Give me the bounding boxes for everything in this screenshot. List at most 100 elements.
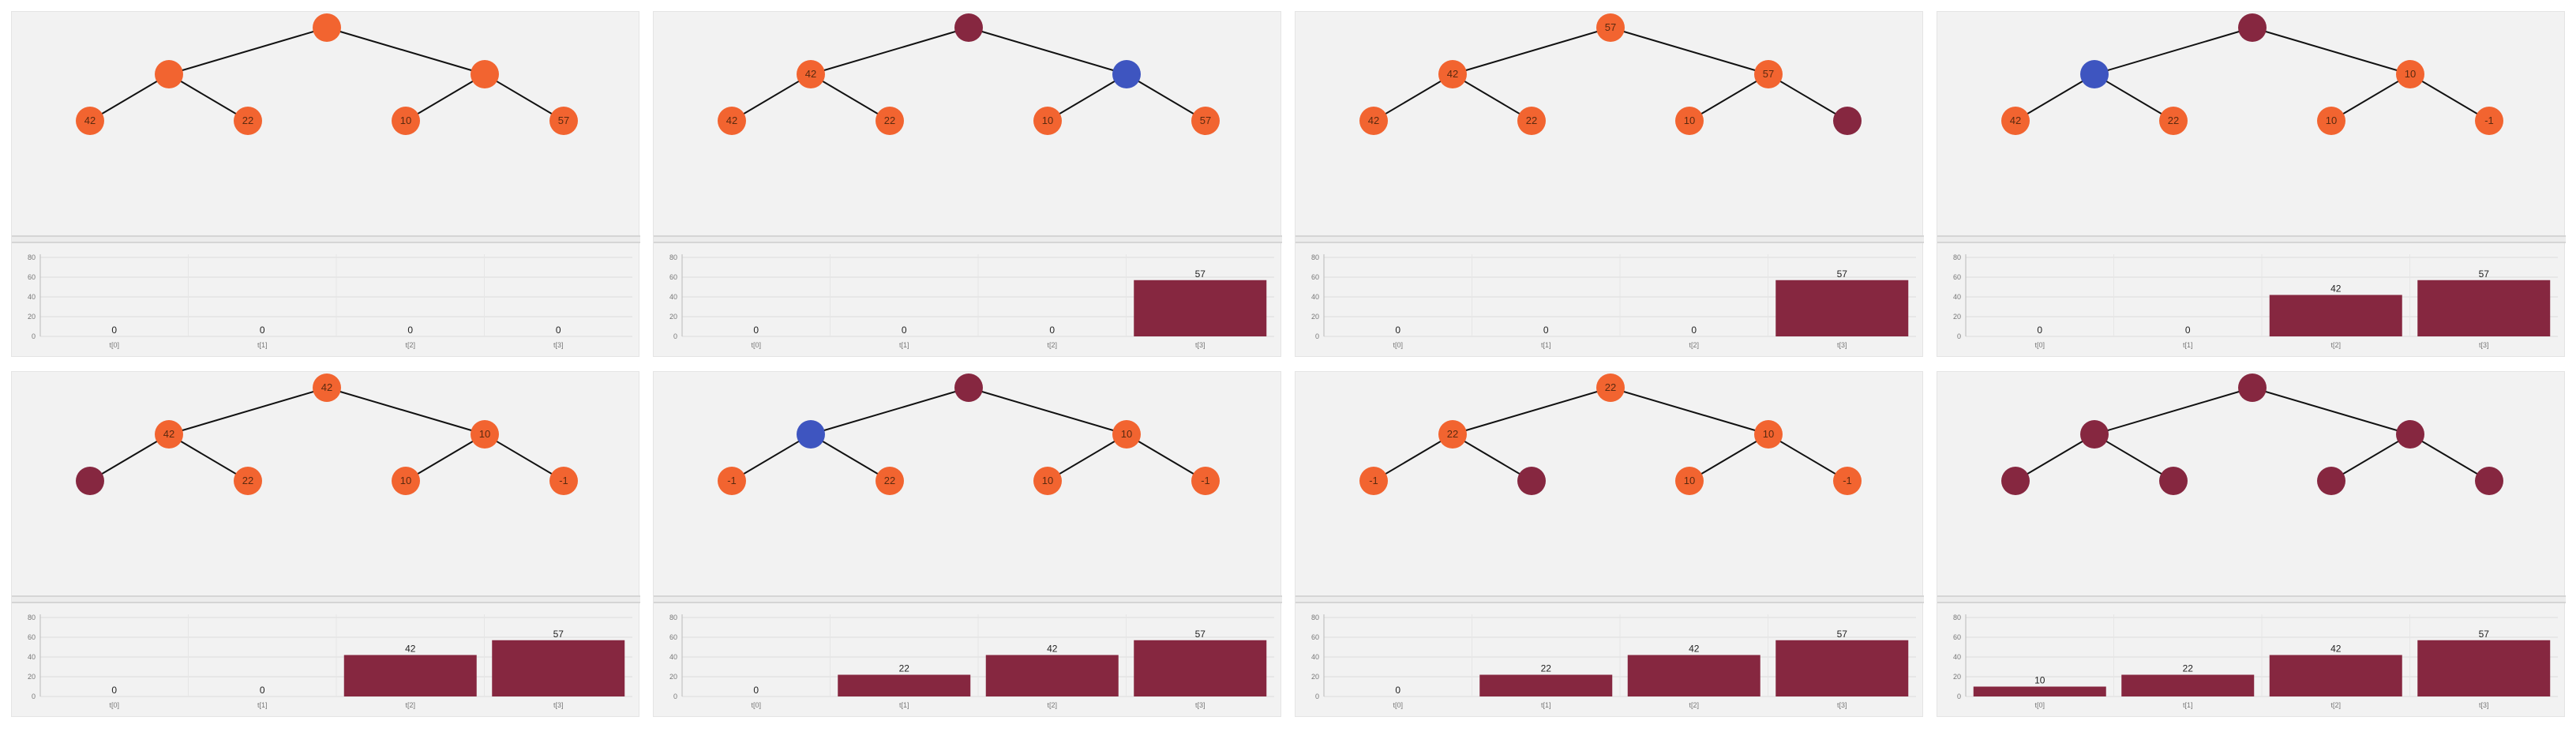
- bar-value-label: 0: [1395, 325, 1400, 336]
- tree-edge: [1373, 434, 1453, 482]
- tree-node: [1675, 467, 1704, 495]
- bar-value-label: 57: [1195, 268, 1206, 280]
- bar: [1134, 280, 1267, 336]
- tree-edge: [1126, 434, 1206, 482]
- tree-edge: [1047, 73, 1127, 122]
- panel-divider: [12, 595, 640, 603]
- tree-node: [2159, 467, 2188, 495]
- tree-edge: [2094, 387, 2253, 435]
- y-tick-label: 20: [1311, 673, 1319, 681]
- tree-view: 42 42 22 10 57: [654, 12, 1282, 235]
- tree-node-label: 57: [558, 114, 569, 126]
- tree-edge: [326, 27, 486, 75]
- tree-node: [2238, 374, 2267, 402]
- tree-node: [954, 13, 983, 42]
- bar-value-label: 57: [553, 629, 564, 640]
- tree-view: 42 22 10 57: [12, 12, 640, 235]
- step-panel: 42 42 10 22 10 -1 80 60 40 20 0 0 t[0] 0 t[1] 42 t[2] 57 t…: [11, 371, 640, 717]
- tree-node-label: -1: [559, 475, 568, 486]
- tree-node: [2396, 420, 2424, 449]
- x-tick-label: t[1]: [2183, 341, 2193, 349]
- bar-value-label: 42: [1047, 644, 1058, 655]
- y-tick-label: 80: [1311, 614, 1319, 621]
- x-tick-label: t[0]: [1393, 341, 1403, 349]
- bar-chart: 80 60 40 20 0 0 t[0] 0 t[1] 0 t[2] 57 t[3]: [1295, 243, 1924, 358]
- y-tick-label: 60: [669, 273, 677, 281]
- x-tick-label: t[3]: [553, 701, 564, 709]
- y-tick-label: 60: [1953, 633, 1961, 641]
- tree-edge: [731, 73, 812, 122]
- tree-edge: [405, 73, 486, 122]
- tree-node-label: 42: [163, 428, 174, 440]
- tree-node: [2238, 13, 2267, 42]
- bar-chart: 80 60 40 20 0 0 t[0] 22 t[1] 42 t[2] 57 t[3]: [654, 603, 1282, 718]
- x-tick-label: t[0]: [109, 341, 119, 349]
- tree-node: [313, 13, 341, 42]
- tree-node: [155, 420, 183, 449]
- x-tick-label: t[2]: [1689, 341, 1699, 349]
- y-tick-label: 60: [1311, 273, 1319, 281]
- bar-value-label: 42: [1689, 644, 1700, 655]
- y-tick-label: 40: [669, 293, 677, 301]
- tree-node: [797, 420, 825, 449]
- x-tick-label: t[2]: [405, 701, 415, 709]
- y-tick-label: 0: [1957, 693, 1961, 700]
- tree-node: [1517, 467, 1546, 495]
- tree-node: [1033, 107, 1062, 135]
- tree-node: [471, 60, 499, 88]
- tree-node-label: 10: [400, 475, 411, 486]
- tree-edge: [1610, 27, 1769, 75]
- x-tick-label: t[2]: [2330, 701, 2341, 709]
- tree-node: [1517, 107, 1546, 135]
- tree-node-label: 42: [726, 114, 737, 126]
- tree-node: [549, 107, 578, 135]
- y-tick-label: 80: [28, 614, 36, 621]
- bar: [1479, 674, 1613, 696]
- y-tick-label: 40: [28, 293, 36, 301]
- step-panel: 10 42 22 10 -1 80 60 40 20 0 0 t[0] 0 t[1] 42 t[2] 57 t[3…: [1937, 11, 2566, 358]
- bar-value-label: 0: [407, 325, 413, 336]
- tree-edge: [484, 434, 564, 482]
- tree-node-label: 10: [1684, 114, 1695, 126]
- y-tick-label: 60: [28, 273, 36, 281]
- tree-edge: [1689, 73, 1769, 122]
- tree-edge: [810, 387, 969, 435]
- y-tick-label: 0: [1315, 332, 1319, 340]
- bar-value-label: 0: [1395, 685, 1400, 696]
- bar-value-label: 0: [111, 325, 117, 336]
- bar: [492, 640, 625, 696]
- tree-node: [718, 467, 746, 495]
- y-tick-label: 80: [1953, 614, 1961, 621]
- tree-node-label: 22: [2168, 114, 2179, 126]
- tree-svg: [2001, 374, 2503, 495]
- x-tick-label: t[2]: [1047, 341, 1057, 349]
- bar: [2121, 674, 2255, 696]
- x-tick-label: t[3]: [2479, 701, 2489, 709]
- y-tick-label: 20: [1953, 313, 1961, 321]
- bar-chart: 80 60 40 20 0 0 t[0] 0 t[1] 42 t[2] 57 t[3]: [1937, 243, 2566, 358]
- bar-value-label: 57: [2479, 268, 2490, 280]
- tree-node: [2317, 467, 2345, 495]
- x-tick-label: t[3]: [1195, 701, 1206, 709]
- tree-edge: [1768, 434, 1848, 482]
- tree-svg: 22 22 10 -1 10 -1: [1359, 374, 1862, 495]
- tree-node-label: 42: [2010, 114, 2021, 126]
- y-tick-label: 60: [28, 633, 36, 641]
- panel-divider: [1937, 595, 2566, 603]
- tree-node-label: 22: [1526, 114, 1537, 126]
- bar: [2269, 655, 2402, 696]
- bar: [1627, 655, 1760, 696]
- tree-edge: [2015, 434, 2095, 482]
- tree-node: [313, 374, 341, 402]
- step-panel: 80 60 40 20 0 10 t[0] 22 t[1] 42 t[2] 57 t[3]: [1937, 371, 2566, 717]
- tree-edge: [168, 434, 249, 482]
- y-tick-label: 20: [28, 673, 36, 681]
- y-tick-label: 0: [1957, 332, 1961, 340]
- tree-node: [1596, 374, 1625, 402]
- bar: [1775, 640, 1909, 696]
- tree-node-label: -1: [1201, 475, 1210, 486]
- tree-node-label: 22: [242, 114, 253, 126]
- bar-value-label: 22: [899, 663, 910, 674]
- x-tick-label: t[0]: [751, 341, 761, 349]
- panel-divider: [1937, 235, 2566, 243]
